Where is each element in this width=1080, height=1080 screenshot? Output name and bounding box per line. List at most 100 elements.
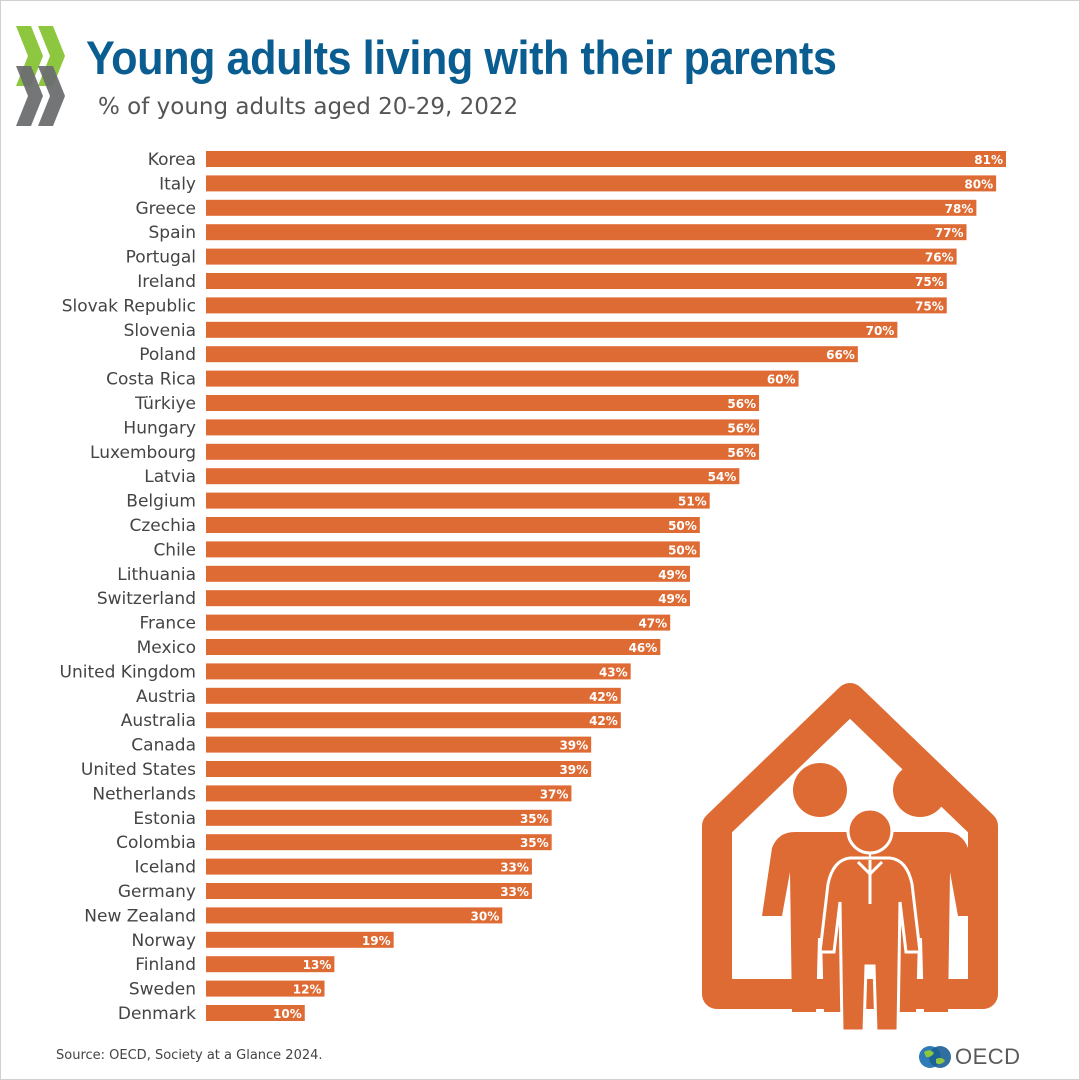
- bar: [206, 663, 631, 680]
- bar: [206, 980, 325, 997]
- oecd-logo: OECD: [918, 1042, 1021, 1072]
- data-label: 80%: [964, 177, 993, 191]
- category-label: Korea: [148, 150, 196, 170]
- data-label: 42%: [589, 690, 618, 704]
- data-label: 76%: [925, 251, 954, 265]
- bar: [206, 761, 592, 777]
- bar: [206, 248, 957, 265]
- category-label: France: [139, 614, 196, 634]
- category-label: Switzerland: [97, 589, 196, 609]
- category-label: Latvia: [144, 467, 196, 487]
- data-label: 49%: [658, 592, 687, 606]
- category-label: Australia: [121, 711, 196, 731]
- bar: [206, 809, 552, 826]
- chart-title: Young adults living with their parents: [86, 31, 837, 84]
- bar: [206, 443, 760, 460]
- data-label: 47%: [638, 617, 667, 631]
- bar: [206, 273, 947, 289]
- category-label: Poland: [139, 345, 196, 365]
- bar: [206, 883, 532, 899]
- oecd-logo-text: OECD: [955, 1044, 1021, 1069]
- data-label: 33%: [500, 861, 529, 875]
- data-label: 46%: [629, 641, 658, 655]
- category-label: New Zealand: [84, 906, 196, 926]
- category-label: Sweden: [129, 980, 196, 1000]
- category-label: United States: [81, 760, 196, 780]
- bar: [206, 395, 760, 411]
- bar: [206, 541, 700, 558]
- category-label: United Kingdom: [60, 662, 196, 682]
- category-label: Iceland: [134, 858, 196, 878]
- bar: [206, 907, 503, 924]
- data-label: 39%: [559, 739, 588, 753]
- data-label: 50%: [668, 543, 697, 557]
- bar: [206, 858, 532, 875]
- category-label: Slovenia: [124, 321, 196, 341]
- category-label: Netherlands: [92, 784, 196, 804]
- category-label: Norway: [132, 931, 197, 951]
- chart-subtitle: % of young adults aged 20-29, 2022: [98, 94, 519, 120]
- category-label: Türkiye: [134, 394, 196, 414]
- data-label: 42%: [589, 714, 618, 728]
- house-family-icon: [702, 683, 998, 1033]
- data-label: 50%: [668, 519, 697, 533]
- category-label: Spain: [149, 223, 197, 243]
- bar: [206, 712, 621, 729]
- category-label: Luxembourg: [90, 443, 196, 463]
- bar: [206, 492, 710, 509]
- bar: [206, 639, 661, 655]
- bar: [206, 565, 690, 582]
- source-note: Source: OECD, Society at a Glance 2024.: [56, 1048, 323, 1063]
- data-label: 19%: [362, 934, 391, 948]
- category-label: Mexico: [137, 638, 196, 658]
- data-label: 10%: [273, 1007, 302, 1021]
- globe-icon: [919, 1046, 951, 1068]
- category-label: Colombia: [116, 833, 196, 853]
- data-label: 66%: [826, 348, 855, 362]
- data-label: 56%: [727, 446, 756, 460]
- category-label: Denmark: [118, 1004, 196, 1024]
- data-label: 35%: [520, 812, 549, 826]
- data-label: 70%: [866, 324, 895, 338]
- category-label: Estonia: [133, 809, 196, 829]
- category-label: Chile: [153, 540, 196, 560]
- data-label: 81%: [974, 153, 1003, 167]
- category-label: Ireland: [137, 272, 196, 292]
- bar: [206, 1005, 305, 1021]
- category-label: Lithuania: [117, 565, 196, 585]
- category-label: Portugal: [126, 248, 196, 268]
- data-label: 49%: [658, 568, 687, 582]
- bar: [206, 370, 799, 387]
- data-label: 35%: [520, 836, 549, 850]
- bar-chart: Korea 81% Italy 80% Greece 78% Spain 77% Portuga…: [60, 150, 1006, 1024]
- category-label: Czechia: [129, 516, 196, 536]
- data-label: 78%: [945, 202, 974, 216]
- data-label: 56%: [727, 397, 756, 411]
- data-label: 37%: [540, 787, 569, 801]
- bar: [206, 419, 760, 436]
- bar: [206, 931, 394, 948]
- data-label: 12%: [293, 983, 322, 997]
- category-label: Italy: [159, 174, 196, 194]
- bar: [206, 590, 690, 607]
- data-label: 77%: [935, 226, 964, 240]
- data-label: 75%: [915, 275, 944, 289]
- data-label: 39%: [559, 763, 588, 777]
- data-label: 54%: [708, 470, 737, 484]
- category-label: Belgium: [126, 492, 196, 512]
- category-label: Costa Rica: [106, 370, 196, 390]
- bar: [206, 199, 977, 216]
- oecd-chevrons-icon: [16, 26, 65, 126]
- bar: [206, 321, 898, 338]
- bar: [206, 151, 1006, 167]
- category-label: Greece: [135, 199, 196, 219]
- category-label: Hungary: [123, 418, 196, 438]
- bar: [206, 175, 997, 192]
- data-label: 60%: [767, 373, 796, 387]
- bar: [206, 956, 335, 973]
- data-label: 43%: [599, 665, 628, 679]
- category-label: Canada: [131, 736, 196, 756]
- bar: [206, 834, 552, 851]
- bar: [206, 736, 592, 753]
- data-label: 56%: [727, 421, 756, 435]
